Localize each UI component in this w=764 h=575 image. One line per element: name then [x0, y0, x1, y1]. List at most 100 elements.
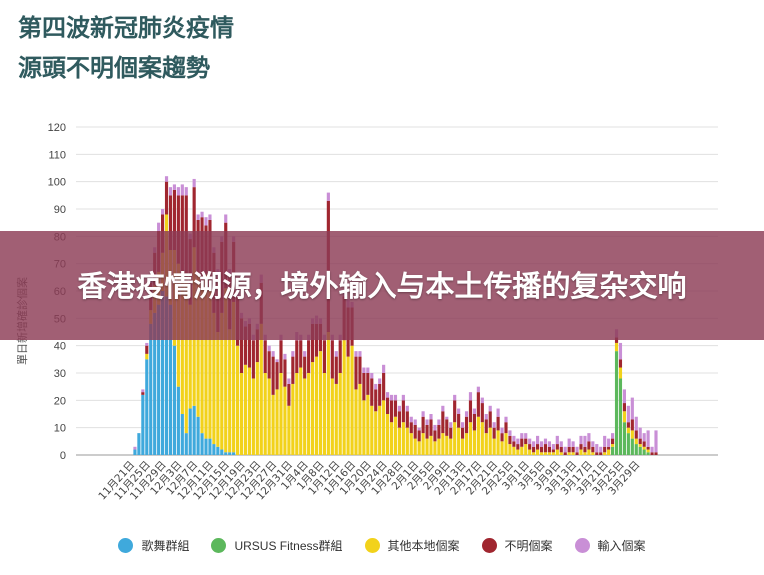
bar-segment: [603, 452, 607, 455]
bar-segment: [196, 214, 200, 220]
bar-segment: [255, 362, 259, 455]
bar-segment: [476, 416, 480, 455]
bar-segment: [599, 452, 603, 455]
bar-segment: [228, 452, 232, 455]
bar-segment: [618, 342, 623, 360]
bar-segment: [484, 414, 488, 420]
bar-segment: [216, 446, 220, 455]
bar-segment: [334, 356, 338, 384]
bar-segment: [271, 394, 275, 455]
bar-segment: [642, 449, 646, 455]
legend-item: 歌舞群組: [118, 537, 189, 554]
bar-segment: [599, 446, 603, 453]
bar-segment: [567, 446, 571, 453]
bar-segment: [386, 414, 390, 455]
bar-segment: [413, 419, 417, 425]
bar-segment: [287, 405, 291, 455]
bar-segment: [275, 389, 279, 455]
bar-segment: [575, 452, 579, 455]
bar-segment: [137, 433, 141, 455]
bar-segment: [382, 373, 386, 401]
bar-segment: [401, 422, 405, 455]
bar-segment: [417, 441, 421, 455]
bar-segment: [401, 400, 405, 423]
bar-segment: [587, 449, 591, 455]
bar-segment: [512, 435, 516, 442]
bar-segment: [468, 400, 473, 423]
bar-segment: [559, 452, 563, 455]
chart-title: 第四波新冠肺炎疫情 源頭不明個案趨勢: [18, 8, 234, 88]
bar-segment: [291, 356, 295, 384]
bar-segment: [468, 422, 473, 455]
bar-segment: [614, 351, 619, 455]
bar-segment: [591, 441, 595, 447]
bar-segment: [622, 422, 626, 455]
bar-segment: [437, 419, 441, 425]
bar-segment: [307, 340, 311, 373]
chart-title-line2: 源頭不明個案趨勢: [18, 54, 210, 82]
bar-segment: [591, 452, 595, 455]
bar-segment: [591, 446, 595, 453]
bar-segment: [358, 383, 362, 455]
y-tick-label: 40: [54, 341, 66, 353]
bar-segment: [496, 430, 500, 455]
bar-segment: [504, 433, 508, 455]
bar-segment: [358, 356, 362, 384]
bar-segment: [500, 427, 504, 434]
bar-segment: [464, 411, 469, 417]
bar-segment: [354, 356, 358, 390]
bar-segment: [212, 444, 216, 455]
legend-item: 不明個案: [481, 537, 553, 554]
bar-segment: [575, 446, 579, 453]
bar-segment: [445, 416, 449, 420]
bar-segment: [559, 441, 563, 447]
bar-segment: [539, 446, 544, 453]
legend-swatch-icon: [118, 537, 134, 553]
bar-segment: [433, 424, 437, 431]
bar-segment: [157, 222, 161, 231]
bar-segment: [342, 340, 346, 455]
bar-segment: [393, 394, 398, 401]
bar-segment: [204, 274, 208, 439]
bar-segment: [567, 438, 571, 447]
bar-segment: [433, 430, 437, 442]
chart-legend: 歌舞群組 URSUS Fitness群組 其他本地個案 不明個案 輸入個案: [0, 534, 764, 556]
bar-segment: [642, 433, 646, 442]
bar-segment: [488, 405, 492, 412]
bar-segment: [311, 362, 315, 455]
bar-segment: [318, 351, 323, 455]
bar-segment: [200, 282, 204, 434]
bar-segment: [543, 452, 548, 455]
bar-segment: [279, 373, 283, 455]
bar-segment: [634, 416, 638, 431]
bar-segment: [393, 416, 398, 455]
bar-segment: [607, 446, 611, 450]
bar-segment: [212, 312, 216, 445]
bar-segment: [626, 433, 630, 455]
bar-segment: [413, 438, 417, 455]
bar-segment: [508, 435, 512, 445]
bar-segment: [141, 392, 145, 395]
bar-segment: [188, 304, 192, 409]
bar-segment: [358, 351, 362, 357]
bar-segment: [180, 277, 184, 414]
bar-segment: [484, 433, 488, 455]
bar-segment: [322, 340, 326, 373]
bar-segment: [401, 394, 405, 401]
bar-segment: [429, 414, 433, 420]
bar-segment: [303, 351, 307, 357]
bar-segment: [196, 416, 200, 455]
bar-segment: [453, 400, 457, 423]
bar-segment: [614, 342, 619, 352]
bar-segment: [457, 408, 461, 414]
bar-segment: [611, 438, 615, 445]
y-tick-label: 110: [48, 149, 66, 161]
bar-segment: [567, 452, 571, 455]
bar-segment: [362, 373, 366, 401]
bar-segment: [476, 386, 480, 393]
bar-segment: [370, 378, 374, 406]
bar-segment: [236, 345, 240, 455]
bar-segment: [622, 411, 626, 423]
bar-segment: [520, 446, 524, 455]
bar-segment: [291, 351, 295, 357]
